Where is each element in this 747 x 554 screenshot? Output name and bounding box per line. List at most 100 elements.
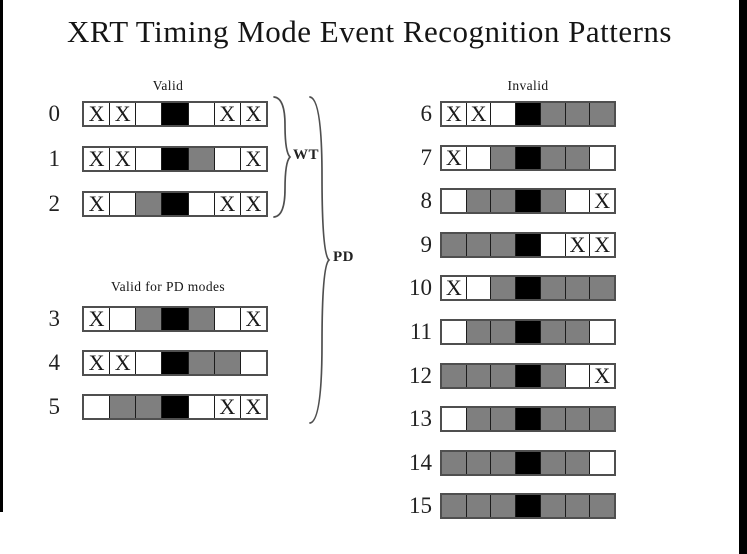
cell-white-empty <box>110 308 137 330</box>
cell-black <box>162 352 189 374</box>
cell-white-x-marked: X <box>84 193 111 215</box>
cell-gray <box>214 352 241 374</box>
cell-gray <box>466 451 492 474</box>
cell-white-empty <box>136 148 163 170</box>
cell-white-x-marked: X <box>240 103 266 125</box>
cell-white-empty <box>565 190 591 213</box>
cell-black <box>516 320 541 343</box>
cell-white-empty <box>590 320 615 343</box>
cell-white-empty <box>214 308 241 330</box>
pattern-row-14: 14 <box>396 449 616 476</box>
cell-gray <box>565 408 591 431</box>
cell-gray <box>466 233 492 256</box>
cell-gray <box>188 352 215 374</box>
cell-gray <box>491 277 517 300</box>
pattern-number: 9 <box>420 231 433 257</box>
pattern-bar <box>440 318 616 345</box>
pattern-number: 3 <box>48 306 61 331</box>
cell-gray <box>110 396 137 418</box>
cell-black <box>516 451 541 474</box>
cell-gray <box>136 308 163 330</box>
pattern-number: 0 <box>48 101 61 126</box>
cell-gray <box>466 408 492 431</box>
cell-black <box>162 193 189 215</box>
left-border <box>0 0 3 512</box>
cell-white-x-marked: X <box>84 103 111 125</box>
wt-brace <box>273 96 292 218</box>
pattern-row-12: 12 X <box>396 362 616 389</box>
invalid-heading: Invalid <box>507 78 549 93</box>
cell-gray <box>565 103 591 125</box>
cell-white-x-marked: X <box>466 103 492 125</box>
pattern-bar: X <box>440 144 616 171</box>
cell-white-x-marked: X <box>84 148 111 170</box>
cell-gray <box>466 320 492 343</box>
cell-white-empty <box>540 233 566 256</box>
valid-for-pd-heading: Valid for PD modes <box>110 279 226 294</box>
cell-gray <box>491 495 517 518</box>
pattern-bar: X <box>440 275 616 302</box>
cell-white-empty <box>565 364 591 387</box>
cell-gray <box>136 396 163 418</box>
cell-gray <box>442 495 467 518</box>
cell-black <box>516 277 541 300</box>
cell-gray <box>442 233 467 256</box>
pattern-number: 10 <box>409 275 432 301</box>
cell-gray <box>491 233 517 256</box>
cell-white-empty <box>110 193 137 215</box>
cell-white-x-marked: X <box>240 193 266 215</box>
cell-white-empty <box>491 103 517 125</box>
cell-gray <box>565 495 591 518</box>
cell-gray <box>491 364 517 387</box>
cell-gray <box>491 146 517 169</box>
cell-black <box>516 190 541 213</box>
invalid-pattern-list: 6 X X 7 X 8 X 9 X X 10 X 11 12 X 13 14 15 <box>396 101 616 520</box>
pattern-number: 15 <box>409 493 432 519</box>
cell-white-empty <box>188 103 215 125</box>
cell-gray <box>590 408 615 431</box>
cell-white-empty <box>188 193 215 215</box>
pattern-number: 4 <box>48 350 61 375</box>
cell-white-x-marked: X <box>442 277 467 300</box>
cell-white-x-marked: X <box>565 233 591 256</box>
pattern-number: 8 <box>420 188 433 214</box>
cell-gray <box>491 320 517 343</box>
cell-black <box>516 495 541 518</box>
cell-black <box>516 146 541 169</box>
cell-white-empty <box>466 277 492 300</box>
cell-white-x-marked: X <box>240 148 266 170</box>
cell-gray <box>565 277 591 300</box>
cell-gray <box>136 193 163 215</box>
cell-black <box>162 148 189 170</box>
pattern-number: 12 <box>409 362 432 388</box>
cell-white-x-marked: X <box>110 148 137 170</box>
cell-white-x-marked: X <box>110 352 137 374</box>
pattern-bar <box>440 406 616 433</box>
pattern-bar <box>440 449 616 476</box>
cell-white-x-marked: X <box>590 190 615 213</box>
pattern-bar: X <box>440 188 616 215</box>
cell-black <box>516 233 541 256</box>
cell-white-empty <box>84 396 111 418</box>
cell-gray <box>442 451 467 474</box>
cell-black <box>162 103 189 125</box>
cell-white-x-marked: X <box>590 364 615 387</box>
pattern-number: 5 <box>48 394 61 419</box>
cell-white-x-marked: X <box>110 103 137 125</box>
cell-white-empty <box>214 148 241 170</box>
